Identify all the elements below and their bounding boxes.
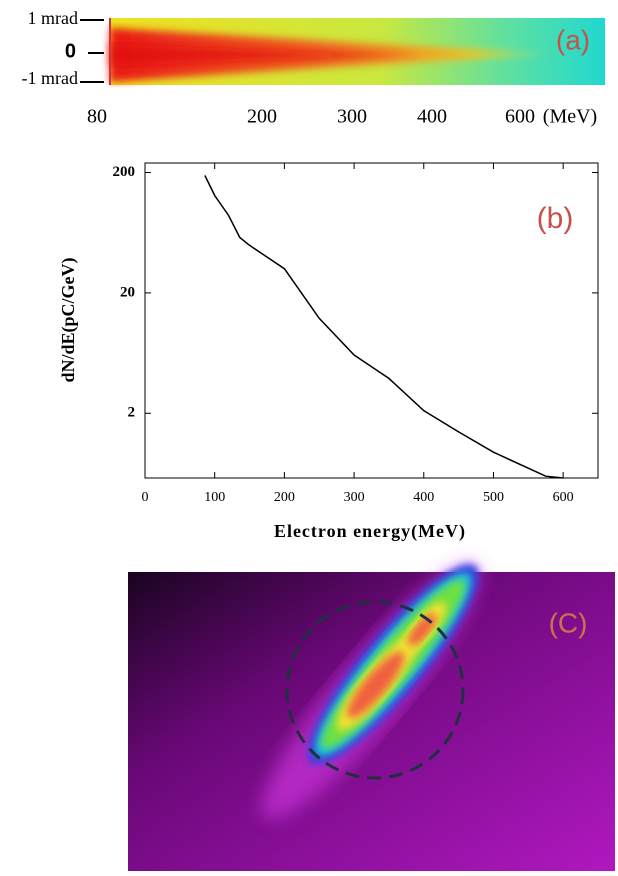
panel-a: 1 mrad 0 -1 mrad 80 200 300 400 600 (MeV…	[22, 8, 605, 128]
panel-label: (b)	[537, 202, 574, 235]
panel-b: (b) Electron energy(MeV) dN/dE(pC/GeV) 0…	[58, 162, 599, 542]
x-label: 200	[247, 106, 277, 128]
x-tick-label: 500	[483, 490, 504, 505]
beam-core	[110, 44, 420, 66]
x-tick-label: 600	[553, 490, 574, 505]
y-label: 0	[65, 40, 76, 62]
y-tick-label: 2	[128, 405, 136, 421]
x-tick-label: 200	[274, 490, 295, 505]
x-tick-label: 400	[413, 490, 434, 505]
y-label: -1 mrad	[22, 68, 78, 88]
panel-label: (C)	[549, 607, 588, 638]
x-label: 400	[417, 106, 447, 128]
x-axis-label: Electron energy(MeV)	[274, 521, 466, 542]
panel-c: (C)	[128, 562, 615, 871]
x-tick-label: 0	[142, 490, 149, 505]
x-label: 600	[505, 106, 535, 128]
spectrum-line	[204, 175, 564, 479]
y-axis-label: dN/dE(pC/GeV)	[58, 257, 79, 382]
y-label: 1 mrad	[28, 8, 78, 28]
dashed-circle	[285, 600, 465, 780]
y-tick-label: 200	[113, 164, 136, 180]
y-tick-label: 20	[120, 284, 135, 300]
x-unit: (MeV)	[543, 106, 597, 128]
panel-label: (a)	[556, 24, 590, 55]
plot-frame	[144, 162, 599, 479]
x-label: 300	[337, 106, 367, 128]
x-tick-label: 300	[344, 490, 365, 505]
x-tick-label: 100	[204, 490, 225, 505]
x-label: 80	[87, 106, 107, 128]
